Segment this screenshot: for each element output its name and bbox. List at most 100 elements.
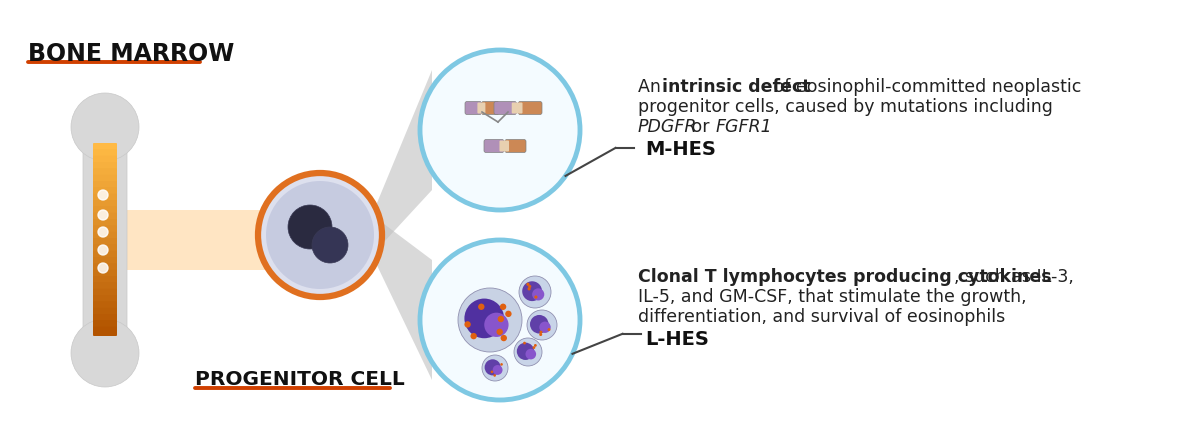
Circle shape <box>500 363 503 366</box>
FancyBboxPatch shape <box>93 149 118 159</box>
Circle shape <box>539 333 542 336</box>
Circle shape <box>522 281 542 301</box>
Circle shape <box>533 346 535 349</box>
FancyBboxPatch shape <box>93 207 118 215</box>
Text: IL-5, and GM-CSF, that stimulate the growth,: IL-5, and GM-CSF, that stimulate the gro… <box>637 288 1026 306</box>
FancyBboxPatch shape <box>93 263 118 273</box>
Circle shape <box>71 93 139 161</box>
Circle shape <box>514 338 542 366</box>
FancyBboxPatch shape <box>93 289 118 298</box>
FancyBboxPatch shape <box>93 181 118 190</box>
Circle shape <box>266 181 374 289</box>
Circle shape <box>484 359 501 375</box>
Circle shape <box>71 319 139 387</box>
FancyBboxPatch shape <box>93 251 118 260</box>
Circle shape <box>464 321 471 327</box>
Circle shape <box>526 349 537 359</box>
Circle shape <box>497 316 504 322</box>
Circle shape <box>490 370 494 373</box>
FancyBboxPatch shape <box>93 314 118 323</box>
FancyBboxPatch shape <box>93 187 118 197</box>
FancyBboxPatch shape <box>93 244 118 254</box>
Circle shape <box>527 310 557 340</box>
Circle shape <box>312 227 348 263</box>
Text: , such as IL-3,: , such as IL-3, <box>953 268 1073 286</box>
Polygon shape <box>372 215 432 380</box>
FancyBboxPatch shape <box>93 225 118 235</box>
Circle shape <box>288 205 332 249</box>
Circle shape <box>458 288 522 352</box>
FancyBboxPatch shape <box>93 194 118 203</box>
Circle shape <box>526 283 529 286</box>
Text: differentiation, and survival of eosinophils: differentiation, and survival of eosinop… <box>637 308 1004 326</box>
Circle shape <box>534 296 538 299</box>
FancyBboxPatch shape <box>484 139 504 152</box>
Circle shape <box>539 322 551 333</box>
FancyBboxPatch shape <box>93 162 118 171</box>
Circle shape <box>531 315 548 334</box>
Circle shape <box>478 304 484 310</box>
Text: intrinsic defect: intrinsic defect <box>661 78 810 96</box>
Circle shape <box>464 298 504 338</box>
Circle shape <box>420 240 580 400</box>
Text: or: or <box>686 118 715 136</box>
Circle shape <box>506 310 512 317</box>
Circle shape <box>501 335 507 341</box>
Circle shape <box>99 245 108 255</box>
FancyBboxPatch shape <box>93 270 118 279</box>
Circle shape <box>99 210 108 220</box>
FancyBboxPatch shape <box>93 175 118 184</box>
Text: of eosinophil-committed neoplastic: of eosinophil-committed neoplastic <box>768 78 1081 96</box>
FancyBboxPatch shape <box>93 213 118 222</box>
FancyBboxPatch shape <box>477 103 485 113</box>
Circle shape <box>532 289 545 301</box>
Circle shape <box>493 365 502 375</box>
Text: M-HES: M-HES <box>646 140 717 159</box>
FancyBboxPatch shape <box>93 302 118 310</box>
FancyBboxPatch shape <box>504 139 526 152</box>
Circle shape <box>496 329 503 335</box>
FancyBboxPatch shape <box>93 282 118 292</box>
Polygon shape <box>119 210 290 270</box>
Text: PDGFR: PDGFR <box>637 118 697 136</box>
Text: PROGENITOR CELL: PROGENITOR CELL <box>195 370 405 389</box>
FancyBboxPatch shape <box>93 219 118 228</box>
Circle shape <box>534 344 537 347</box>
FancyBboxPatch shape <box>494 102 516 115</box>
FancyBboxPatch shape <box>93 257 118 266</box>
FancyBboxPatch shape <box>93 276 118 285</box>
Circle shape <box>99 227 108 237</box>
Circle shape <box>539 331 542 334</box>
FancyBboxPatch shape <box>93 238 118 247</box>
Circle shape <box>494 374 496 377</box>
FancyBboxPatch shape <box>512 103 522 113</box>
FancyBboxPatch shape <box>93 320 118 330</box>
Circle shape <box>527 287 531 290</box>
Circle shape <box>482 355 508 381</box>
FancyBboxPatch shape <box>482 102 499 115</box>
FancyBboxPatch shape <box>93 143 118 152</box>
Circle shape <box>547 328 551 331</box>
Circle shape <box>484 313 508 337</box>
Text: BONE MARROW: BONE MARROW <box>28 42 234 66</box>
Circle shape <box>99 263 108 273</box>
FancyBboxPatch shape <box>93 308 118 317</box>
FancyBboxPatch shape <box>93 327 118 336</box>
FancyBboxPatch shape <box>93 168 118 178</box>
Circle shape <box>260 175 380 295</box>
Circle shape <box>523 342 526 345</box>
Circle shape <box>519 276 551 308</box>
Circle shape <box>470 333 477 339</box>
Circle shape <box>516 343 534 360</box>
FancyBboxPatch shape <box>465 102 482 115</box>
FancyBboxPatch shape <box>93 200 118 209</box>
FancyBboxPatch shape <box>93 295 118 304</box>
Circle shape <box>528 285 532 288</box>
Text: progenitor cells, caused by mutations including: progenitor cells, caused by mutations in… <box>637 98 1053 116</box>
FancyBboxPatch shape <box>519 102 542 115</box>
FancyBboxPatch shape <box>83 139 127 341</box>
Text: An: An <box>637 78 666 96</box>
Text: FGFR1: FGFR1 <box>716 118 773 136</box>
FancyBboxPatch shape <box>93 155 118 165</box>
FancyBboxPatch shape <box>93 232 118 241</box>
